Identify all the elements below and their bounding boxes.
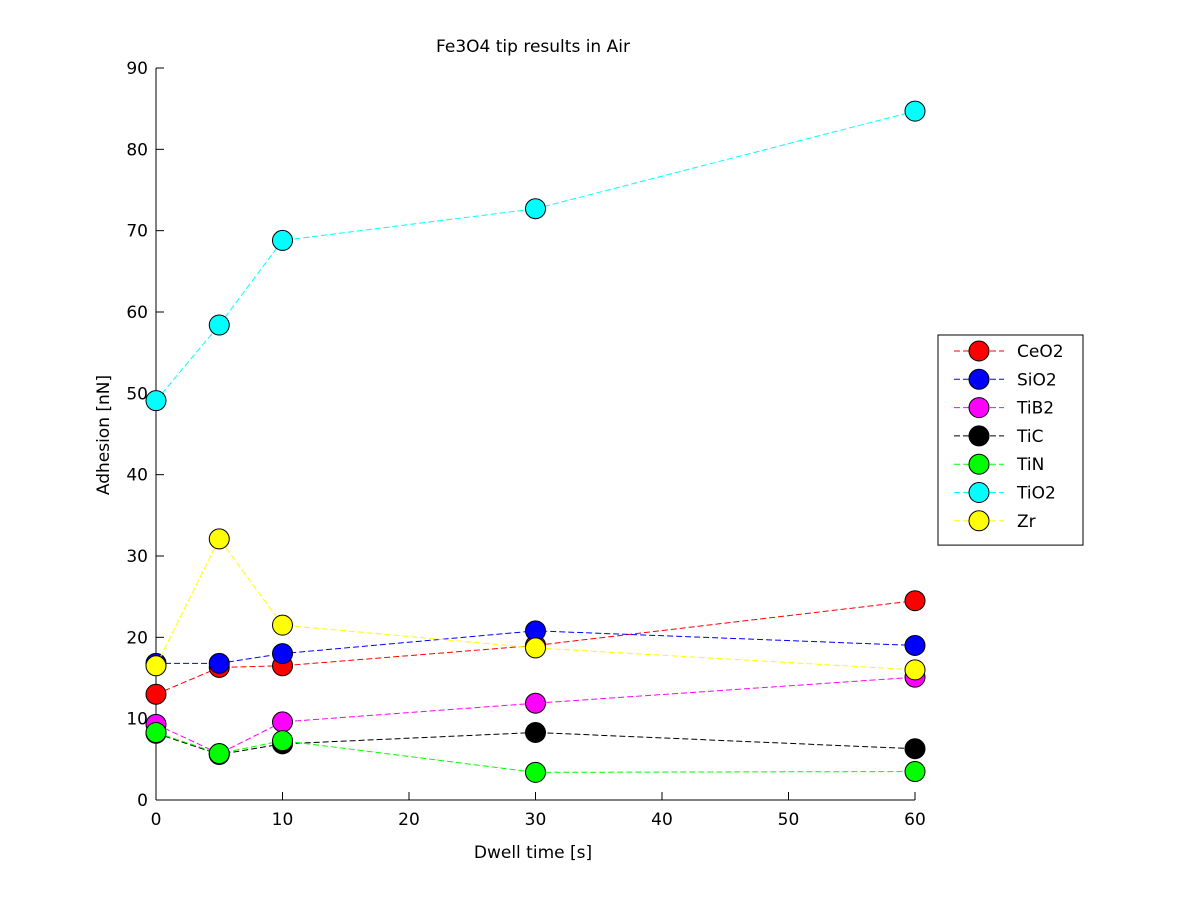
data-point [145, 721, 167, 743]
y-tick-label: 80 [126, 140, 148, 160]
data-point [904, 634, 926, 656]
y-tick-label: 50 [126, 384, 148, 404]
legend-item: TiN [954, 453, 1044, 475]
legend-label: TiC [1016, 427, 1043, 447]
series-line [155, 110, 916, 401]
legend-marker [968, 397, 990, 419]
legend-marker [968, 368, 990, 390]
data-point [145, 683, 167, 705]
legend-marker [968, 340, 990, 362]
legend-item: TiO2 [954, 482, 1056, 504]
x-axis-label: Dwell time [s] [474, 843, 592, 863]
data-point [272, 614, 293, 636]
y-tick-label: 40 [126, 466, 148, 486]
y-axis-label: Adhesion [nN] [94, 375, 114, 495]
series-zr [145, 528, 926, 681]
series-tio2 [145, 100, 926, 412]
y-tick-label: 60 [126, 303, 148, 323]
plot-area [156, 68, 915, 800]
data-point [272, 730, 293, 752]
axes: 0 10 20 30 40 50 60 0 10 20 30 40 50 60 70 80 90 [126, 59, 925, 830]
legend: CeO2 SiO2 TiB2 TiC TiN TiO2 Zr [937, 334, 1084, 546]
data-point [525, 721, 546, 743]
x-tick-label: 40 [651, 810, 673, 830]
x-tick-label: 60 [904, 810, 926, 830]
y-tick-label: 90 [126, 59, 148, 79]
data-point [272, 711, 293, 733]
legend-item: TiC [954, 425, 1043, 447]
legend-item: SiO2 [954, 368, 1057, 390]
data-point [525, 692, 546, 714]
y-tick-label: 30 [126, 547, 148, 567]
legend-box [937, 334, 1084, 546]
legend-item: Zr [954, 510, 1036, 532]
data-point [208, 314, 230, 336]
y-ticks: 0 10 20 30 40 50 60 70 80 90 [126, 59, 164, 811]
y-tick-label: 10 [126, 710, 148, 730]
data-point [525, 198, 546, 220]
y-tick-label: 20 [126, 628, 148, 648]
x-tick-label: 10 [272, 810, 294, 830]
data-point [145, 655, 167, 677]
data-point [904, 761, 926, 783]
x-ticks: 0 10 20 30 40 50 60 [151, 792, 926, 830]
data-point [208, 652, 230, 674]
data-point [145, 390, 167, 412]
legend-label: SiO2 [1017, 370, 1057, 390]
data-point [272, 229, 293, 251]
data-point [904, 659, 926, 681]
x-tick-label: 30 [525, 810, 547, 830]
legend-label: Zr [1017, 512, 1036, 532]
legend-item: TiB2 [954, 397, 1054, 419]
legend-label: TiB2 [1016, 399, 1054, 419]
legend-marker [968, 510, 990, 532]
legend-marker [968, 453, 990, 475]
data-point [904, 590, 926, 612]
x-tick-label: 0 [151, 810, 162, 830]
legend-label: TiO2 [1016, 484, 1056, 504]
data-point [904, 100, 926, 122]
series-tin [145, 721, 926, 783]
series-layer [145, 100, 926, 783]
data-point [904, 738, 926, 760]
data-point [208, 743, 230, 765]
legend-label: CeO2 [1017, 342, 1064, 362]
data-point [272, 643, 293, 665]
legend-marker [968, 482, 990, 503]
legend-marker [968, 425, 990, 447]
data-point [525, 637, 546, 659]
legend-item: CeO2 [954, 340, 1064, 362]
data-point [525, 761, 546, 783]
chart-title: Fe3O4 tip results in Air [436, 37, 630, 57]
data-point [208, 528, 230, 550]
y-tick-label: 70 [126, 222, 148, 242]
x-tick-label: 20 [398, 810, 420, 830]
legend-label: TiN [1016, 455, 1044, 475]
y-tick-label: 0 [137, 791, 148, 811]
x-tick-label: 50 [778, 810, 800, 830]
